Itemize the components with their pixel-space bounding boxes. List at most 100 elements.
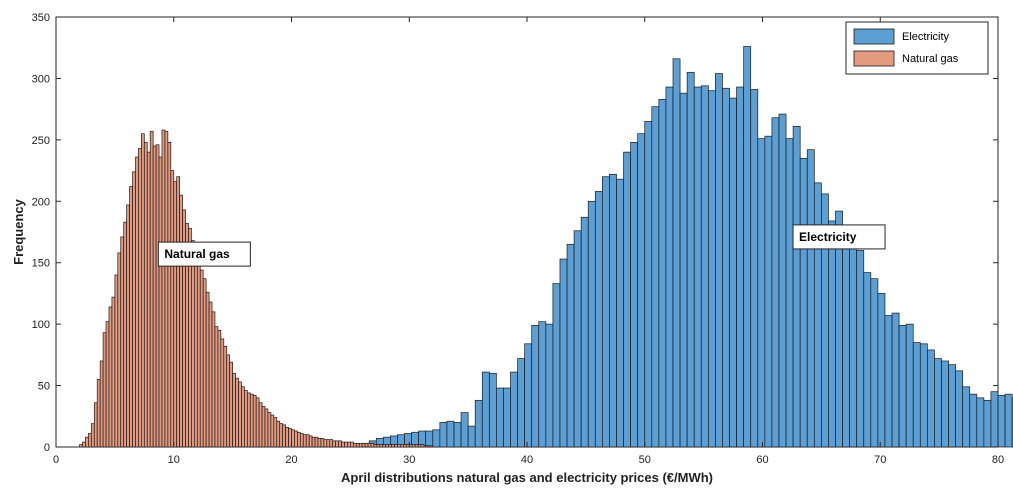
y-tick-label: 300 (32, 73, 50, 85)
histogram-bar (370, 442, 375, 448)
y-axis-label: Frequency (11, 198, 26, 265)
histogram-bar (152, 145, 157, 448)
histogram-bar (496, 387, 504, 448)
histogram-bar (305, 434, 310, 448)
histogram-bar (332, 440, 336, 448)
histogram-bar (108, 306, 113, 448)
y-tick-label: 200 (32, 196, 50, 208)
histogram-bar (311, 436, 316, 448)
ticks-layer: 0 10 20 30 40 50 60 70 80 0 50 100 150 200 250 300 350 (32, 12, 1004, 466)
histogram-bar (126, 204, 130, 448)
annotation-text: Electricity (799, 230, 857, 244)
histogram-bar (191, 240, 195, 448)
histogram-bar (397, 444, 401, 448)
histogram-bar (379, 444, 384, 448)
histogram-bar (270, 414, 275, 448)
histogram-bar (693, 86, 702, 448)
histogram-bar (609, 173, 617, 448)
annotations-layer: Natural gas Electricity (157, 224, 886, 267)
histogram-bar (990, 391, 999, 448)
histogram-bar (176, 176, 180, 448)
histogram-bar (244, 390, 248, 448)
histogram-bar (969, 393, 978, 448)
annotation-box: Natural gas (157, 241, 251, 267)
histogram-bar (439, 422, 448, 448)
histogram-bar (460, 412, 469, 448)
histogram-bar (729, 97, 737, 448)
histogram-bar (88, 433, 92, 448)
histogram-bar (429, 445, 434, 448)
histogram-bar (364, 442, 369, 448)
histogram-bar (373, 444, 378, 448)
histogram-bar (320, 438, 325, 448)
histogram-bar (214, 326, 219, 448)
y-tick-label: 350 (32, 12, 50, 24)
histogram-bar (335, 440, 339, 448)
histogram-bar (778, 113, 787, 448)
x-tick-label: 0 (53, 454, 59, 466)
histogram-bar (651, 106, 660, 448)
histogram-bar (955, 370, 964, 448)
histogram-bar (566, 243, 575, 448)
histogram-bar (976, 397, 985, 448)
histogram-bar (114, 274, 119, 448)
annotation-box: Electricity (792, 224, 886, 250)
histogram-bar (453, 422, 462, 448)
histogram-bar (314, 436, 319, 448)
histogram-bar (842, 225, 850, 448)
histogram-bar (665, 86, 674, 448)
histogram-bar (102, 332, 107, 448)
x-tick-label: 50 (639, 454, 651, 466)
histogram-bar (517, 358, 525, 448)
histogram-bar (417, 444, 422, 448)
histogram-bar (129, 186, 133, 448)
histogram-bar (355, 442, 360, 448)
legend-label: Electricity (902, 31, 950, 43)
histogram-bar (446, 420, 455, 448)
histogram-bar (99, 360, 104, 448)
histogram-bar (891, 312, 900, 448)
histogram-bar (432, 429, 441, 448)
histogram-bar (602, 176, 610, 448)
histogram-bar (919, 343, 928, 448)
histogram-bar (361, 442, 366, 448)
histogram-bar (715, 73, 723, 448)
histogram-bar (297, 431, 301, 448)
histogram-bar (117, 252, 122, 448)
x-tick-label: 70 (874, 454, 886, 466)
histogram-bar (411, 444, 416, 448)
histogram-bar (302, 434, 307, 448)
histogram-bar (82, 441, 86, 448)
histogram-bar (93, 402, 98, 448)
histogram-bar (161, 129, 166, 448)
histogram-bar (707, 90, 716, 448)
histogram-bar (474, 399, 483, 448)
histogram-bar (138, 148, 142, 448)
histogram-bar (179, 194, 183, 448)
histogram-bar (155, 144, 160, 448)
histogram-bar (143, 141, 148, 448)
histogram-bar (241, 386, 245, 448)
histogram-bar (208, 301, 213, 448)
x-tick-label: 10 (168, 454, 180, 466)
annotation-frame (792, 224, 886, 250)
histogram-bar (400, 444, 404, 448)
x-axis-label: April distributions natural gas and elec… (341, 470, 713, 485)
histogram-bar (686, 71, 695, 448)
legend: Electricity Natural gas (845, 21, 989, 75)
histogram-bar (587, 200, 596, 448)
histogram-bar (120, 236, 125, 448)
histogram-bar (196, 262, 201, 448)
histogram-bar (205, 291, 210, 448)
histogram-bar (264, 408, 269, 448)
histogram-bar (594, 191, 603, 448)
histogram-bar (358, 442, 363, 448)
histogram-bar (226, 354, 231, 448)
histogram-bar (849, 236, 858, 448)
histogram-bar (467, 425, 476, 448)
histogram-bar (232, 372, 236, 448)
histogram-bar (282, 424, 286, 448)
histogram-bar (623, 151, 631, 448)
histogram-bar (258, 402, 263, 448)
histogram-bar (158, 156, 163, 448)
